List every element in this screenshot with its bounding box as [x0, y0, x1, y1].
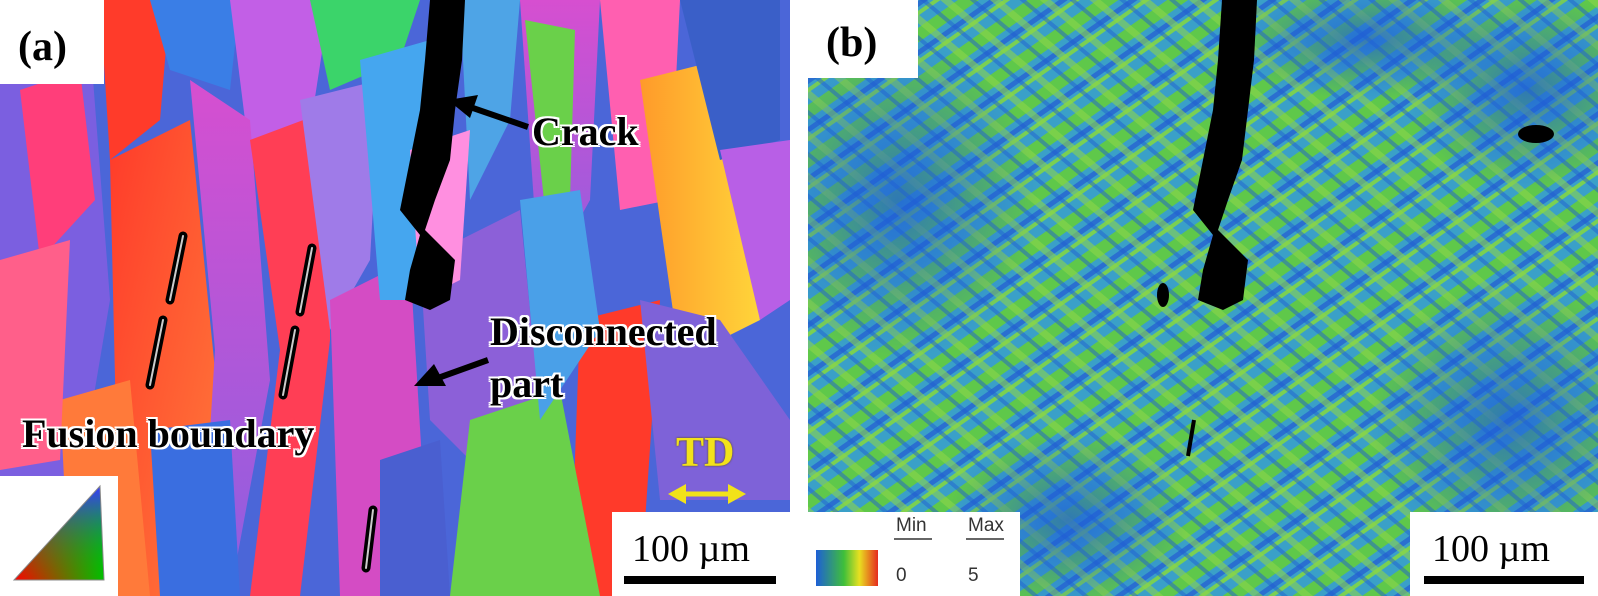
disconnected-part-arrow: [414, 357, 490, 386]
panel-b-scalebar-box: 100 µm: [1410, 512, 1598, 596]
kam-colorbar-box: Min Max 0 5: [808, 512, 1020, 596]
ipf-color-key-icon: [12, 484, 105, 581]
panel-a-label: (a): [0, 0, 104, 84]
colorbar-min-value: 0: [896, 565, 907, 586]
fusion-boundary-annotation: Fusion boundary: [22, 411, 315, 456]
panel-a-scalebar-box: 100 µm: [612, 512, 790, 596]
panel-b-scalebar: [1424, 576, 1584, 584]
kam-map: [808, 0, 1598, 596]
td-direction-label: TD: [676, 430, 735, 476]
panel-b-kam-map: (b) Min Max 0 5 100 µm: [808, 0, 1598, 596]
disconnected-annotation-line2: part: [490, 361, 564, 406]
ipf-grain-map: [0, 0, 790, 596]
panel-a-ipf-map: (a) Crack Disconnected part Fusion bound…: [0, 0, 790, 596]
panel-b-label: (b): [808, 0, 918, 78]
td-double-arrow-icon: [668, 484, 746, 504]
panel-a-scalebar-label: 100 µm: [632, 528, 750, 570]
kam-colorbar: [816, 538, 1004, 586]
disconnected-annotation-line1: Disconnected: [490, 309, 717, 354]
kam-crack-region: [1193, 0, 1257, 310]
crack-arrow: [448, 95, 529, 130]
colorbar-min-label: Min: [896, 515, 927, 536]
colorbar-max-label: Max: [968, 515, 1004, 536]
colorbar-max-value: 5: [968, 565, 979, 586]
panel-b-scalebar-label: 100 µm: [1432, 528, 1550, 570]
crack-annotation: Crack: [532, 109, 639, 154]
crack-region: [400, 0, 465, 310]
panel-a-scalebar: [624, 576, 776, 584]
ipf-legend-box: [0, 476, 118, 596]
